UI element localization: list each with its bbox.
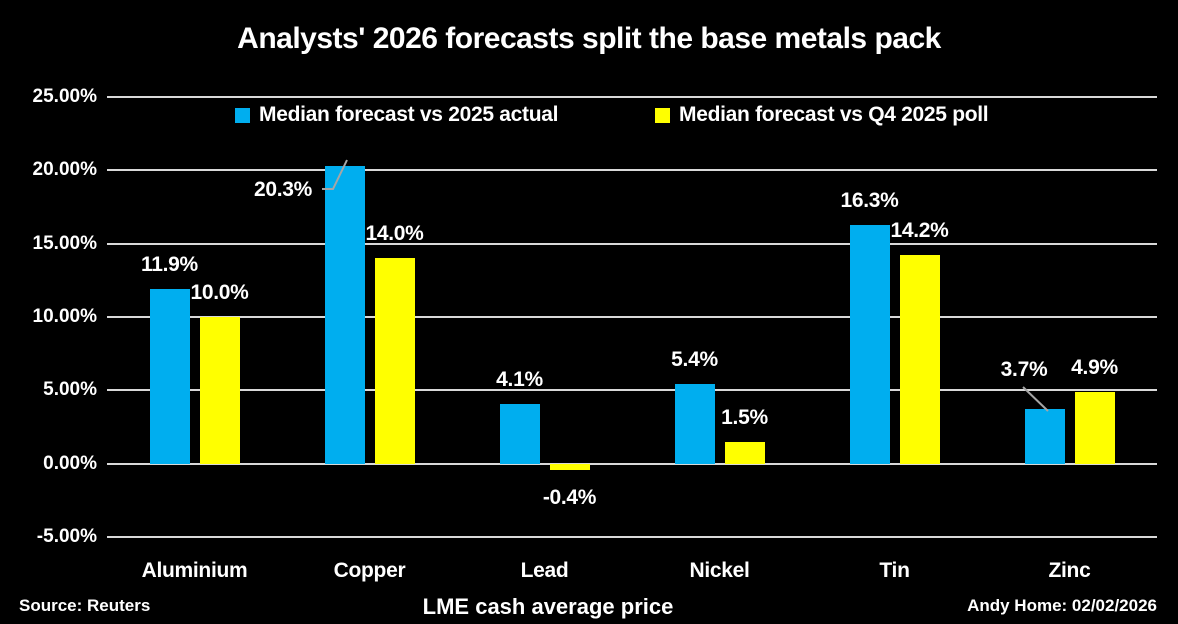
bar-lead-series0 <box>499 403 540 464</box>
x-axis-title: LME cash average price <box>422 594 674 619</box>
source-note: Source: Reuters <box>19 596 151 615</box>
gridline <box>107 169 1157 172</box>
bar-tin-series0 <box>849 224 890 464</box>
data-label: 10.0% <box>190 281 249 304</box>
data-label: 16.3% <box>840 188 899 212</box>
data-label: 4.9% <box>1071 355 1118 379</box>
category-label-zinc: Zinc <box>1048 559 1091 582</box>
gridline <box>107 96 1157 98</box>
y-axis-tick-label: 25.00% <box>32 86 97 107</box>
legend-item-median-vs-2025-actual: Median forecast vs 2025 actual <box>235 101 558 129</box>
y-axis-tick-label: 5.00% <box>43 379 97 401</box>
data-label: 14.2% <box>890 219 949 243</box>
bar-zinc-series0 <box>1024 409 1065 464</box>
data-label: 1.5% <box>721 405 768 429</box>
bar-copper-series1 <box>374 258 415 464</box>
legend-swatch-blue <box>235 107 250 123</box>
bar-aluminium-series1 <box>199 317 240 464</box>
bar-aluminium-series0 <box>149 289 190 464</box>
chart-title: Analysts' 2026 forecasts split the base … <box>237 22 941 55</box>
data-label: 20.3% <box>253 178 313 201</box>
bar-tin-series1 <box>899 255 940 464</box>
legend-item-median-vs-q4-2025-poll: Median forecast vs Q4 2025 poll <box>655 101 989 129</box>
data-label: -0.4% <box>542 485 597 509</box>
y-axis-tick-label: 10.00% <box>32 306 97 327</box>
gridline <box>107 316 1157 318</box>
category-label-lead: Lead <box>520 559 569 582</box>
data-label: 4.1% <box>496 367 543 391</box>
legend-swatch-yellow <box>655 107 670 123</box>
y-axis-tick-label: 0.00% <box>43 452 97 474</box>
y-axis-tick-label: 15.00% <box>32 232 97 254</box>
category-label-aluminium: Aluminium <box>141 559 248 582</box>
author-credit: Andy Home: 02/02/2026 <box>967 596 1157 615</box>
bar-nickel-series1 <box>724 441 765 464</box>
data-label: 5.4% <box>671 348 718 372</box>
y-axis-tick-label: -5.00% <box>36 526 97 547</box>
bar-nickel-series0 <box>674 384 715 464</box>
gridline <box>107 462 1157 465</box>
legend-label: Median forecast vs 2025 actual <box>259 103 559 126</box>
bar-copper-series0 <box>324 165 365 464</box>
legend-label: Median forecast vs Q4 2025 poll <box>679 103 989 126</box>
y-axis-tick-label: 20.00% <box>32 159 97 181</box>
data-label: 3.7% <box>1000 358 1048 381</box>
bar-lead-series1 <box>549 463 590 470</box>
gridline <box>107 389 1157 392</box>
category-label-tin: Tin <box>879 559 910 582</box>
gridline <box>107 242 1157 245</box>
data-label: 11.9% <box>141 253 198 277</box>
category-label-copper: Copper <box>333 559 406 582</box>
bar-zinc-series1 <box>1074 391 1115 464</box>
data-label: 14.0% <box>365 222 424 246</box>
category-label-nickel: Nickel <box>689 559 750 582</box>
gridline <box>107 536 1157 538</box>
